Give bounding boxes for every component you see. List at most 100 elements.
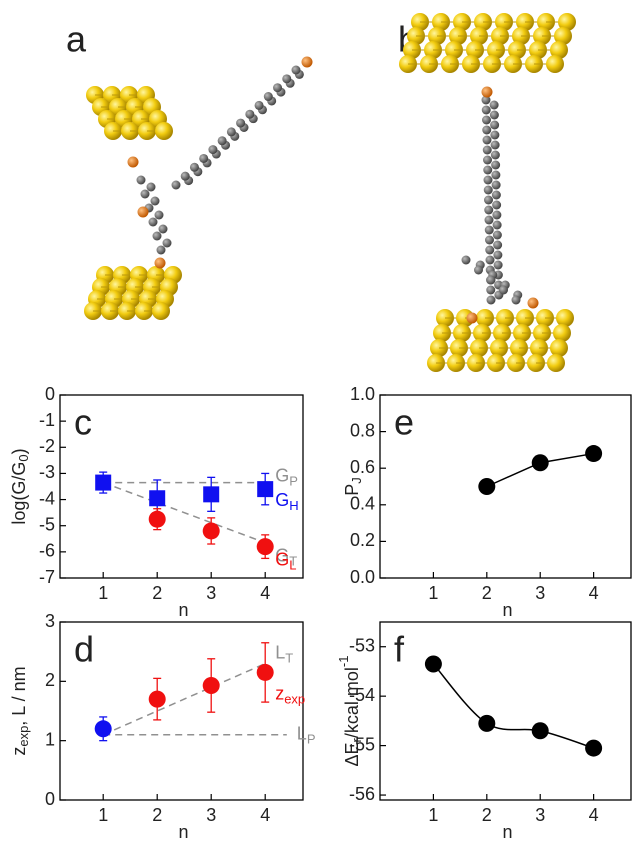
y-tick-label: -3	[39, 462, 55, 482]
gold-atom	[553, 324, 571, 342]
carbon-atom	[491, 190, 501, 200]
carbon-atom	[158, 224, 168, 234]
carbon-atom	[140, 189, 150, 199]
y-tick-label: 0.8	[350, 420, 375, 440]
data-point	[149, 490, 166, 507]
y-label-sub: J	[349, 477, 364, 484]
plot-frame	[59, 394, 304, 579]
series-label-text: G	[275, 545, 289, 565]
series-label-sub: P	[307, 732, 316, 747]
gold-atom	[550, 41, 568, 59]
data-point	[478, 478, 496, 495]
data-point	[148, 690, 166, 708]
y-tick-label: 0.4	[350, 494, 375, 514]
carbon-atom	[291, 65, 301, 75]
series-label-sub: H	[289, 499, 298, 514]
plot-frame	[379, 394, 632, 579]
gold-atom	[547, 354, 565, 372]
data-point	[531, 722, 549, 740]
series-label-text: z	[275, 683, 284, 703]
carbon-atom	[484, 225, 494, 235]
carbon-atom	[245, 109, 255, 119]
carbon-atom	[486, 285, 496, 295]
x-tick-label: 3	[535, 805, 545, 825]
y-tick-label: -4	[39, 488, 55, 508]
carbon-atom	[490, 140, 500, 150]
data-point	[202, 522, 220, 540]
carbon-atom	[489, 100, 499, 110]
x-tick-label: 2	[482, 583, 492, 603]
x-tick-label: 3	[206, 583, 216, 603]
series-line	[102, 662, 266, 736]
plot-frame	[379, 621, 632, 801]
x-tick-label: 4	[589, 583, 599, 603]
data-point	[94, 720, 112, 738]
x-tick-label: 4	[589, 805, 599, 825]
carbon-atom	[162, 238, 172, 248]
y-label-sup: -1	[336, 656, 351, 668]
chart-panel: f -56 -55 -54 -53 1 2 3 4 n ΔEr/kcal mol-1	[336, 621, 632, 842]
carbon-atom	[490, 150, 500, 160]
carbon-atom	[189, 162, 199, 172]
data-point	[257, 481, 274, 498]
carbon-atom	[483, 175, 493, 185]
x-tick-label: 1	[98, 805, 108, 825]
data-point	[531, 454, 549, 472]
carbon-atom	[492, 200, 502, 210]
x-tick-label: 2	[482, 805, 492, 825]
y-axis-label: ΔEr/kcal mol-1	[336, 656, 364, 767]
x-tick-label: 1	[98, 583, 108, 603]
y-tick-label: -2	[39, 436, 55, 456]
series-label-text: G	[275, 490, 289, 510]
y-label-tail: )	[9, 448, 29, 454]
data-point	[148, 510, 166, 528]
carbon-atom	[136, 175, 146, 185]
x-tick-label: 1	[428, 805, 438, 825]
carbon-atom	[150, 196, 160, 206]
carbon-atom	[171, 180, 181, 190]
carbon-atom	[491, 180, 501, 190]
carbon-atom	[180, 171, 190, 181]
y-tick-label: -7	[39, 567, 55, 587]
series-label-sub: P	[289, 474, 298, 489]
carbon-atom	[485, 235, 494, 245]
panel-label: f	[394, 629, 405, 670]
gold-atom	[554, 27, 572, 45]
carbon-atom	[208, 145, 218, 155]
data-point	[256, 538, 274, 556]
gold-atom	[550, 339, 568, 357]
series-line	[432, 663, 594, 749]
carbon-atom	[493, 240, 503, 250]
carbon-atom	[490, 130, 500, 140]
carbon-atom	[199, 153, 209, 163]
series-label: zexp	[275, 683, 305, 707]
data-point	[478, 714, 496, 732]
carbon-atom	[484, 215, 494, 225]
y-label-sub: r	[349, 737, 364, 742]
series-label: LP	[297, 723, 316, 747]
sulfur-atom	[127, 156, 139, 168]
carbon-atom	[492, 210, 502, 220]
sulfur-atom	[154, 257, 166, 269]
carbon-atom	[263, 92, 273, 102]
data-point	[203, 486, 220, 503]
carbon-atom	[481, 95, 491, 105]
carbon-atom	[511, 295, 521, 305]
y-tick-label: -6	[39, 541, 55, 561]
carbon-atom	[485, 245, 495, 255]
y-tick-label: -1	[39, 410, 55, 430]
carbon-atom	[481, 105, 491, 115]
data-point	[202, 676, 220, 694]
y-label-tail: , L / nm	[9, 666, 29, 725]
y-tick-label: 0.2	[350, 530, 375, 550]
series-label: LT	[275, 642, 293, 666]
carbon-atom	[156, 245, 166, 255]
gold-atom	[558, 13, 576, 31]
sulfur-atom	[527, 297, 539, 309]
sulfur-atom	[301, 56, 313, 68]
carbon-atom	[152, 231, 162, 241]
